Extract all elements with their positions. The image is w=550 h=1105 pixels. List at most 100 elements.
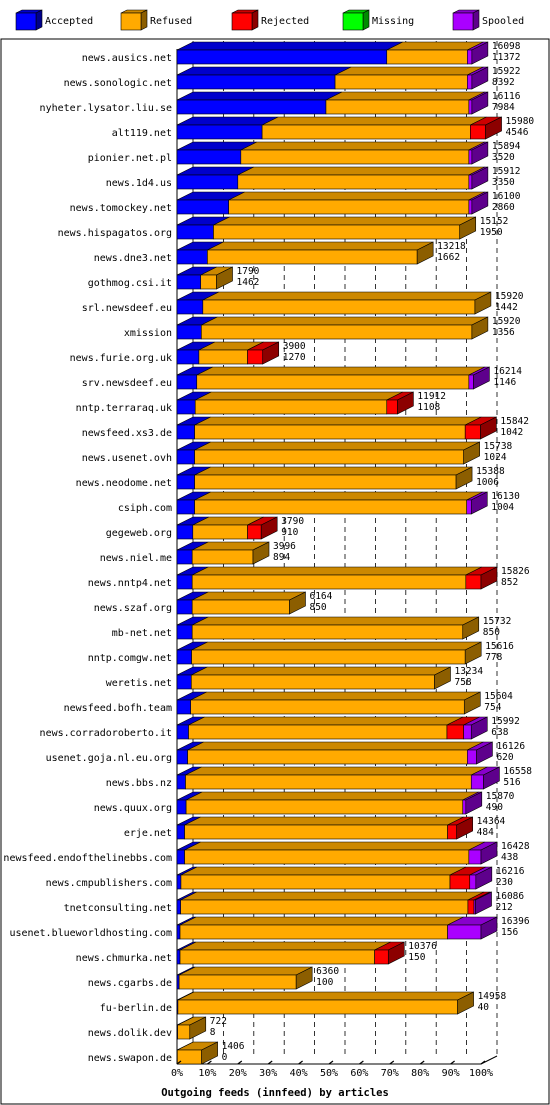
offered-count-label: 15604 — [484, 691, 513, 702]
accepted-count-label: 754 — [484, 702, 501, 713]
legend-label: Rejected — [261, 16, 309, 27]
bar-row-pionier.net.pl — [176, 141, 489, 165]
bar-row-news.chmurka.net — [176, 941, 405, 965]
category-label: gegeweb.org — [106, 528, 172, 539]
category-label: mb-net.net — [112, 628, 172, 639]
accepted-count-label: 100 — [316, 977, 333, 988]
bar-front — [386, 399, 398, 415]
bar-top — [188, 716, 464, 726]
bar-front — [463, 724, 472, 740]
bar-front — [184, 849, 470, 865]
bar-front — [176, 924, 181, 940]
bar-front — [200, 274, 217, 290]
bar-top — [187, 741, 484, 751]
accepted-count-label: 910 — [281, 527, 298, 538]
bar-segment-accepted — [176, 616, 209, 640]
bar-side — [434, 666, 451, 690]
category-label: nntp.terraraq.uk — [76, 403, 172, 414]
bar-top — [178, 966, 313, 976]
bar-side — [456, 816, 473, 840]
category-label: news.sonologic.net — [64, 78, 172, 89]
accepted-count-label: 1042 — [500, 427, 523, 438]
category-label: news.quux.org — [94, 803, 172, 814]
bar-side — [457, 991, 474, 1015]
bar-front — [446, 724, 464, 740]
bar-top — [176, 116, 279, 126]
legend-item-spooled: Spooled — [452, 9, 524, 31]
category-label: news.neodome.net — [76, 478, 172, 489]
bar-top — [192, 591, 306, 601]
bar-front — [466, 499, 472, 515]
bar-row-tnetconsulting.net — [176, 891, 492, 915]
bar-side — [295, 966, 313, 990]
bar-segment-accepted — [176, 116, 279, 140]
category-label: srl.newsdeef.eu — [82, 303, 172, 314]
bar-top — [176, 66, 352, 76]
bar-segment-refused — [178, 966, 313, 990]
x-tick-mark — [328, 1060, 334, 1065]
offered-count-label: 3790 — [281, 516, 304, 527]
bar-row-xmission — [176, 316, 489, 340]
bar-segment-accepted — [176, 666, 208, 690]
bar-segment-accepted — [176, 591, 209, 615]
category-label: weretis.net — [106, 678, 172, 689]
bar-front — [179, 949, 375, 965]
offered-count-label: 16126 — [496, 741, 525, 752]
bar-front — [180, 874, 451, 890]
bar-segment-spooled — [463, 716, 488, 740]
offered-count-label: 3996 — [273, 541, 296, 552]
bar-row-news.cmpublishers.com — [176, 866, 493, 890]
bar-side — [465, 791, 483, 815]
bar-front — [190, 699, 465, 715]
bar-row-usenet.blueworldhosting.com — [176, 916, 498, 940]
bar-side — [474, 291, 492, 315]
legend-swatch — [120, 12, 142, 31]
accepted-count-label: 3520 — [492, 152, 515, 163]
bar-front — [194, 424, 466, 440]
bar-front — [213, 224, 461, 240]
accepted-count-label: 1950 — [480, 227, 503, 238]
bar-front — [176, 549, 193, 565]
bar-segment-refused — [194, 491, 483, 515]
bar-row-news.1d4.us — [176, 166, 489, 190]
legend-item-accepted: Accepted — [15, 9, 93, 31]
bar-front — [176, 74, 336, 90]
offered-count-label: 15152 — [480, 216, 509, 227]
offered-count-label: 16428 — [501, 841, 530, 852]
bar-segment-rejected — [464, 416, 497, 440]
category-label: usenet.blueworldhosting.com — [9, 928, 172, 939]
bar-front — [467, 49, 473, 65]
bar-top — [190, 691, 481, 701]
bar-front — [237, 174, 470, 190]
bar-row-csiph.com — [176, 491, 488, 515]
accepted-count-label: 1356 — [492, 327, 515, 338]
bar-top — [180, 866, 467, 876]
bar-segment-rejected — [386, 391, 414, 415]
bar-side — [475, 891, 492, 915]
bar-segment-refused — [191, 591, 306, 615]
bar-side — [471, 191, 489, 215]
category-label: news.furie.org.uk — [70, 353, 172, 364]
bar-segment-accepted — [176, 316, 218, 340]
x-tick-mark — [298, 1060, 303, 1065]
bar-front — [176, 649, 192, 665]
accepted-count-label: 852 — [501, 577, 518, 588]
bar-front — [176, 574, 193, 590]
category-label: usenet.goja.nl.eu.org — [46, 753, 172, 764]
bar-side — [260, 516, 278, 540]
accepted-count-label: 8 — [210, 1027, 216, 1038]
category-label: news.dolik.dev — [88, 1028, 172, 1039]
bar-front — [192, 524, 248, 540]
category-label: news.chmurka.net — [76, 953, 172, 964]
bar-top — [180, 891, 485, 901]
offered-count-label: 722 — [210, 1016, 227, 1027]
bar-segment-refused — [179, 916, 464, 940]
bar-top — [184, 816, 464, 826]
bar-side — [485, 116, 502, 140]
bar-segment-refused — [228, 191, 485, 215]
bar-top — [334, 66, 484, 76]
offered-count-label: 15912 — [492, 166, 521, 177]
bar-segment-spooled — [466, 491, 488, 515]
bar-side — [480, 416, 497, 440]
